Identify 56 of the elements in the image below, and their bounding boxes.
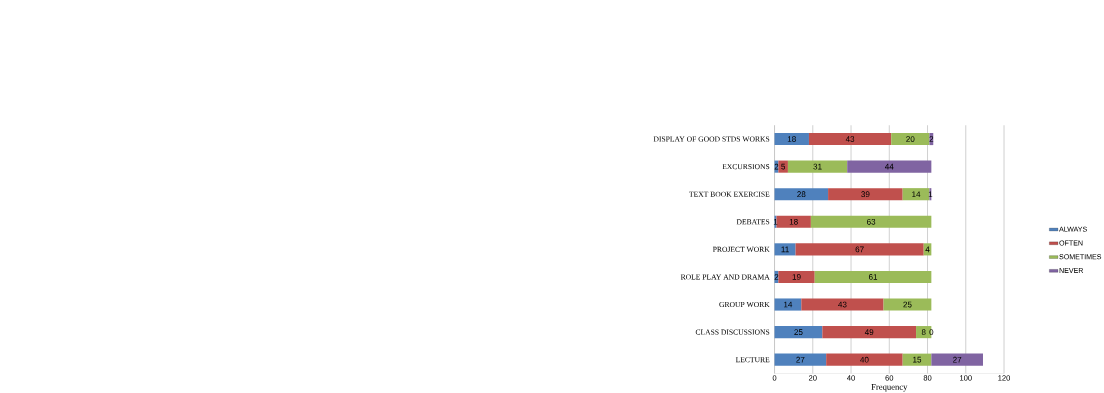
data-label: 63 [867,218,876,225]
data-label: 2 [774,163,779,170]
data-label: 61 [868,273,878,280]
data-label: 2 [929,136,934,142]
bar [774,325,823,339]
bar [774,188,829,201]
bar [795,243,924,256]
data-label: 15 [913,356,922,363]
data-label: 28 [797,191,806,197]
bar [826,353,903,366]
bar [822,325,917,339]
bar [776,215,811,228]
data-label: 67 [855,246,864,253]
data-label: 11 [781,246,789,253]
data-label: 8 [921,329,926,335]
data-label: 18 [787,136,796,142]
data-label: 49 [864,329,874,335]
bar [847,160,932,173]
data-label: 1 [928,191,933,197]
bar [931,353,983,366]
data-label: 39 [861,191,870,197]
bar [774,243,796,256]
bar [808,132,892,145]
bar [828,188,903,201]
bar [774,132,809,145]
bar [902,188,930,201]
data-label: 1 [773,218,778,225]
data-label: 25 [794,329,803,335]
data-label: 27 [796,356,805,363]
data-label: 14 [784,301,793,308]
data-label: 43 [838,301,847,308]
bar [814,270,932,283]
bar [902,353,932,366]
data-label: 5 [781,163,786,170]
data-label: 43 [845,136,855,142]
data-label: 0 [929,329,934,335]
data-label: 27 [953,356,962,363]
bar [883,298,932,311]
data-label: 25 [903,301,912,308]
bar [810,215,932,228]
bar [774,298,802,311]
bar [801,298,884,311]
data-label: 31 [813,163,822,170]
data-label: 44 [884,163,894,170]
data-label: 4 [925,246,930,253]
x-axis-title: Frequency [871,383,908,392]
bar [891,132,930,145]
data-label: 20 [906,136,915,142]
bar [787,160,848,173]
bar [778,270,815,283]
bar [774,353,827,366]
data-label: 2 [774,274,779,280]
data-label: 14 [912,191,921,197]
data-label: 19 [792,273,801,280]
data-label: 40 [860,356,869,363]
data-label: 18 [789,218,798,225]
